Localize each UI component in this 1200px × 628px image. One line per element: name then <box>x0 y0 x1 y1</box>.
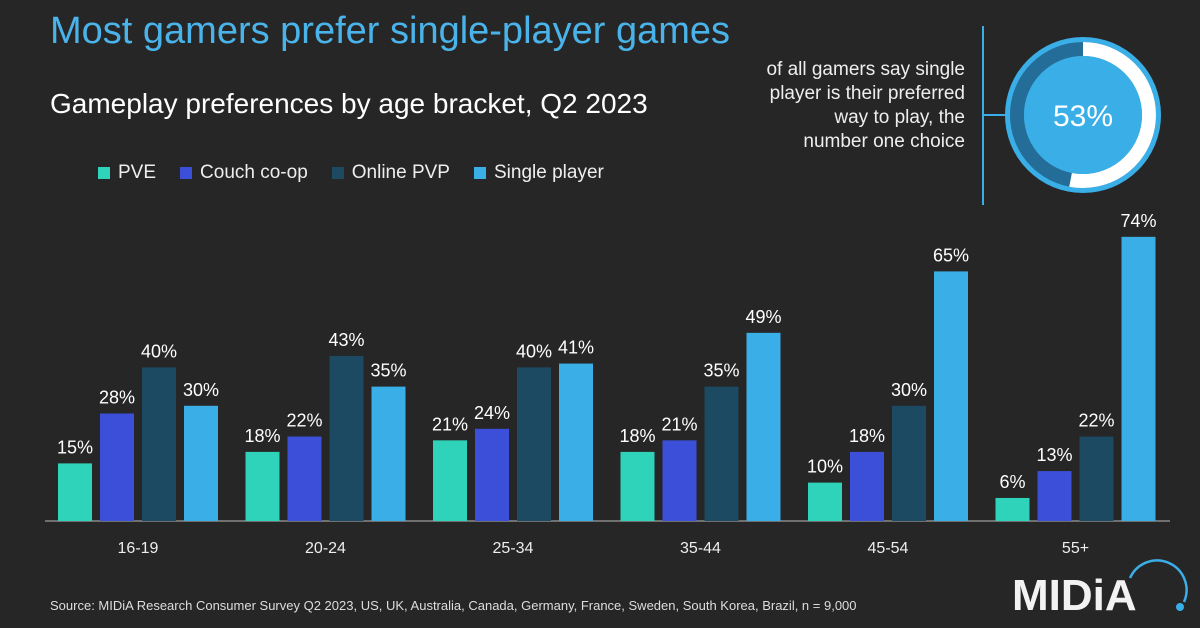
legend-swatch <box>474 167 486 179</box>
bar-25-34-single-player <box>559 363 593 521</box>
chart-subtitle: Gameplay preferences by age bracket, Q2 … <box>50 88 648 119</box>
logo: MIDiA <box>1012 559 1188 620</box>
bar-16-19-online-pvp <box>142 367 176 521</box>
bar-55+-single-player <box>1121 236 1156 521</box>
bar-35-44-online-pvp <box>704 386 739 521</box>
bar-35-44-couch-co-op <box>662 440 697 521</box>
data-label: 13% <box>1036 445 1072 465</box>
bar-25-34-couch-co-op <box>475 428 509 521</box>
legend-swatch <box>180 167 193 179</box>
data-label: 18% <box>619 426 655 446</box>
data-label: 28% <box>99 387 135 407</box>
bar-45-54-single-player <box>934 271 968 521</box>
data-label: 21% <box>661 414 697 434</box>
bar-16-19-couch-co-op <box>100 413 134 521</box>
donut-value-arc <box>1010 42 1156 188</box>
logo-dot-icon <box>1176 603 1184 611</box>
data-label: 21% <box>432 414 468 434</box>
data-label: 10% <box>807 457 843 477</box>
bar-16-19-single-player <box>184 405 218 521</box>
legend-label: Single player <box>494 162 604 183</box>
data-label: 35% <box>370 361 406 381</box>
data-label: 40% <box>141 341 177 361</box>
data-label: 40% <box>516 341 552 361</box>
data-label: 15% <box>57 437 93 457</box>
x-tick-label: 35-44 <box>680 540 721 557</box>
data-label: 35% <box>703 361 739 381</box>
bar-20-24-online-pvp <box>329 355 364 521</box>
donut-center <box>1024 56 1142 174</box>
data-label: 49% <box>745 307 781 327</box>
x-tick-label: 20-24 <box>305 540 346 557</box>
legend-item-couch: Couch co-op <box>180 162 308 184</box>
bar-45-54-couch-co-op <box>850 451 884 521</box>
bar-35-44-single-player <box>746 332 781 521</box>
data-label: 22% <box>286 411 322 431</box>
bar-55+-couch-co-op <box>1037 471 1072 521</box>
legend-label: Couch co-op <box>200 162 308 183</box>
bar-55+-online-pvp <box>1079 436 1114 521</box>
legend-item-single: Single player <box>474 162 604 184</box>
bar-20-24-pve <box>245 451 280 521</box>
x-tick-label: 45-54 <box>868 540 909 557</box>
x-tick-label: 55+ <box>1062 540 1089 557</box>
bar-16-19-pve <box>58 463 92 521</box>
logo-text: MIDiA <box>1012 571 1137 620</box>
data-label: 22% <box>1078 411 1114 431</box>
x-tick-label: 25-34 <box>493 540 534 557</box>
logo-arc-icon <box>1128 559 1188 603</box>
data-label: 18% <box>849 426 885 446</box>
data-label: 41% <box>558 338 594 358</box>
donut-value-label: 53% <box>1053 100 1113 133</box>
data-label: 65% <box>933 245 969 265</box>
data-label: 24% <box>474 403 510 423</box>
data-label: 43% <box>328 330 364 350</box>
donut-53: 53% <box>1005 37 1161 193</box>
source-note: Source: MIDiA Research Consumer Survey Q… <box>50 598 857 613</box>
legend-swatch <box>98 167 110 179</box>
data-label: 74% <box>1120 211 1156 231</box>
legend-swatch <box>331 167 344 179</box>
data-label: 30% <box>891 380 927 400</box>
bar-25-34-online-pvp <box>517 367 551 521</box>
page-title: Most gamers prefer single-player games <box>50 10 731 52</box>
bar-45-54-online-pvp <box>892 405 926 521</box>
data-label: 30% <box>183 380 219 400</box>
legend-item-pve: PVE <box>98 162 156 184</box>
bar-35-44-pve <box>620 451 655 521</box>
bar-25-34-pve <box>433 440 467 521</box>
bar-20-24-single-player <box>371 386 406 521</box>
x-tick-label: 16-19 <box>118 540 159 557</box>
legend-label: Online PVP <box>351 162 450 183</box>
callout-text: of all gamers say single player is their… <box>766 59 965 152</box>
data-label: 6% <box>999 472 1025 492</box>
bar-55+-pve <box>995 497 1030 521</box>
legend-item-online: Online PVP <box>331 162 450 184</box>
bar-20-24-couch-co-op <box>287 436 322 521</box>
data-label: 18% <box>244 426 280 446</box>
legend: PVE Couch co-op Online PVP Single player <box>98 162 604 184</box>
bar-45-54-pve <box>808 482 842 521</box>
legend-label: PVE <box>118 162 157 183</box>
